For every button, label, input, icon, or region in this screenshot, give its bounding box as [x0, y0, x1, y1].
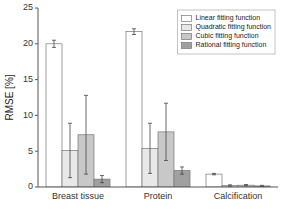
legend: Linear fitting functionQuadratic fitting…: [178, 10, 276, 54]
error-bar: [228, 185, 232, 186]
legend-swatch: [182, 34, 192, 40]
y-axis-line: [38, 8, 39, 187]
error-bar: [260, 185, 264, 186]
y-tick-label: 10: [23, 110, 33, 120]
y-tick-label: 0: [28, 181, 33, 191]
error-bar: [164, 103, 168, 160]
error-bar: [148, 123, 152, 173]
legend-label: Cubic fitting function: [196, 32, 259, 40]
error-bar: [100, 176, 104, 183]
error-bar: [52, 40, 56, 47]
bar: [46, 44, 62, 187]
y-tick-label: 15: [23, 74, 33, 84]
x-axis-line: [38, 187, 278, 188]
y-tick-label: 20: [23, 38, 33, 48]
y-tick-label: 5: [28, 146, 33, 156]
legend-label: Quadratic fitting function: [196, 23, 272, 31]
error-bar: [180, 167, 184, 174]
legend-label: Rational fitting function: [196, 41, 267, 49]
y-axis-label: RMSE [%]: [4, 74, 15, 120]
x-tick-label: Protein: [144, 191, 173, 201]
error-bar: [68, 123, 72, 177]
legend-swatch: [182, 43, 192, 49]
x-tick-label: Calcification: [214, 191, 263, 201]
legend-frame: [178, 10, 276, 54]
bar: [126, 32, 142, 187]
error-bar: [212, 173, 216, 174]
legend-swatch: [182, 25, 192, 31]
bar: [206, 174, 222, 187]
error-bar: [244, 184, 248, 185]
error-bar: [132, 29, 136, 35]
y-tick-label: 25: [23, 2, 33, 12]
chart-svg: 0 5 10 15 20 25 RMSE [%] Breast tissue Protein Ca…: [0, 0, 284, 209]
x-tick-label: Breast tissue: [52, 191, 104, 201]
legend-swatch: [182, 16, 192, 22]
error-bar: [84, 95, 88, 174]
legend-label: Linear fitting function: [196, 14, 261, 22]
chart-container: 0 5 10 15 20 25 RMSE [%] Breast tissue Protein Ca…: [0, 0, 284, 209]
